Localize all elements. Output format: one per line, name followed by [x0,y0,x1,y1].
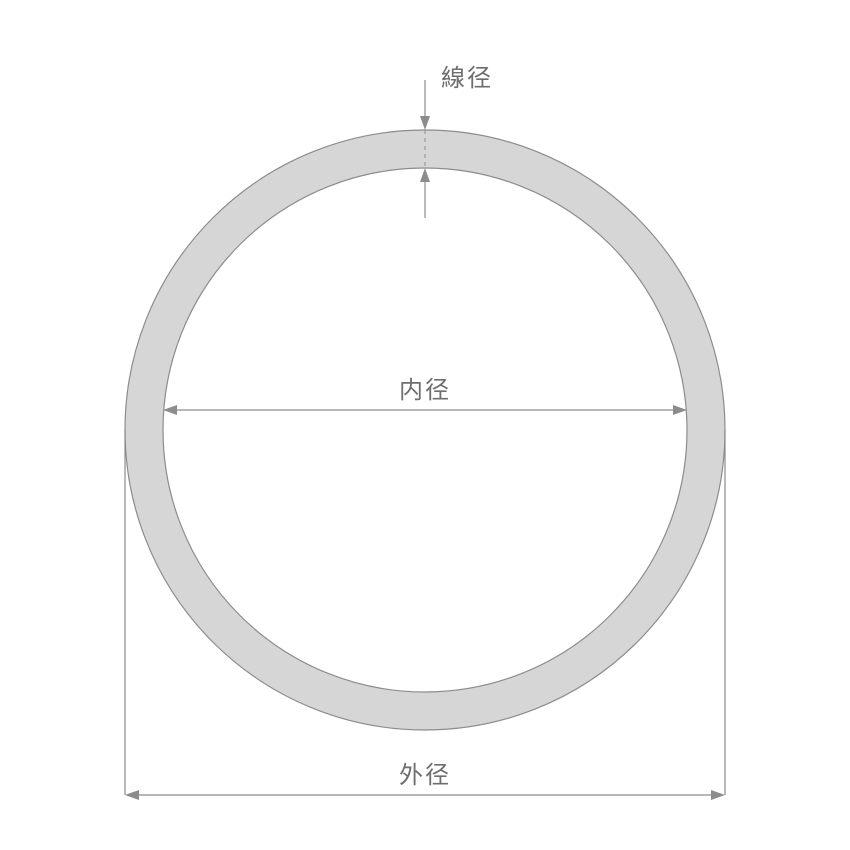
outer-diameter-arrow-right-icon [711,790,725,800]
oring-dimension-diagram: 線径 内径 外径 [0,0,850,850]
wall-thickness-label: 線径 [441,65,493,92]
inner-diameter-label: 内径 [399,377,451,404]
inner-diameter-arrow-right-icon [673,405,687,415]
outer-diameter-arrow-left-icon [125,790,139,800]
thickness-arrow-up-icon [420,168,430,182]
inner-diameter-arrow-left-icon [163,405,177,415]
thickness-arrow-down-icon [420,116,430,130]
oring-inner-outline [163,168,687,692]
outer-diameter-label: 外径 [399,762,451,789]
oring-ring [125,130,725,730]
inner-diameter-dimension: 内径 [163,377,687,415]
